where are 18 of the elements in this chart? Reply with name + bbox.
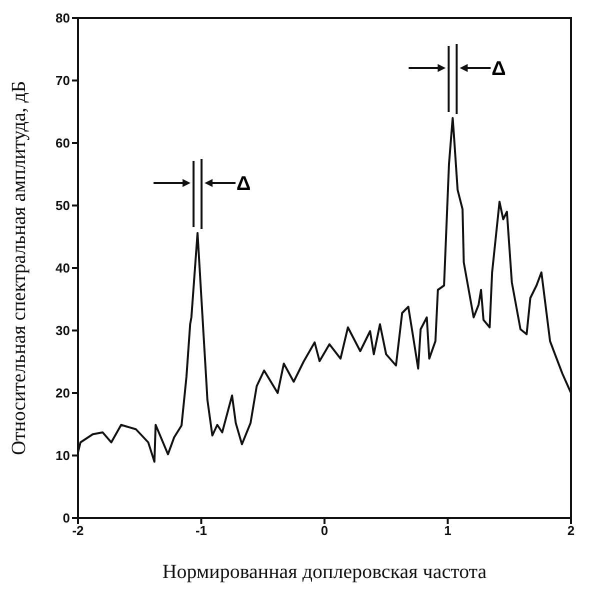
y-tick-label: 50 [56,198,70,214]
annotation: Δ [236,173,251,195]
y-tick-label: 0 [62,510,70,526]
x-tick-label: 2 [567,523,575,538]
y-tick-label: 40 [56,260,70,276]
y-axis-title: Относительная спектральная амплитуда, дБ [8,80,30,456]
y-tick-label: 80 [56,10,70,26]
y-tick-label: 70 [56,73,70,88]
x-tick-label: 1 [444,523,452,538]
y-tick-label: 30 [56,323,70,338]
annotation: Δ [491,58,506,80]
x-axis-title: Нормированная доплеровская частота [162,561,487,583]
y-tick-label: 20 [56,386,70,401]
x-tick-label: 0 [320,523,328,538]
y-tick-label: 10 [56,448,70,464]
x-tick-label: -2 [72,523,84,538]
x-tick-label: -1 [195,523,208,538]
y-tick-label: 60 [56,136,70,151]
